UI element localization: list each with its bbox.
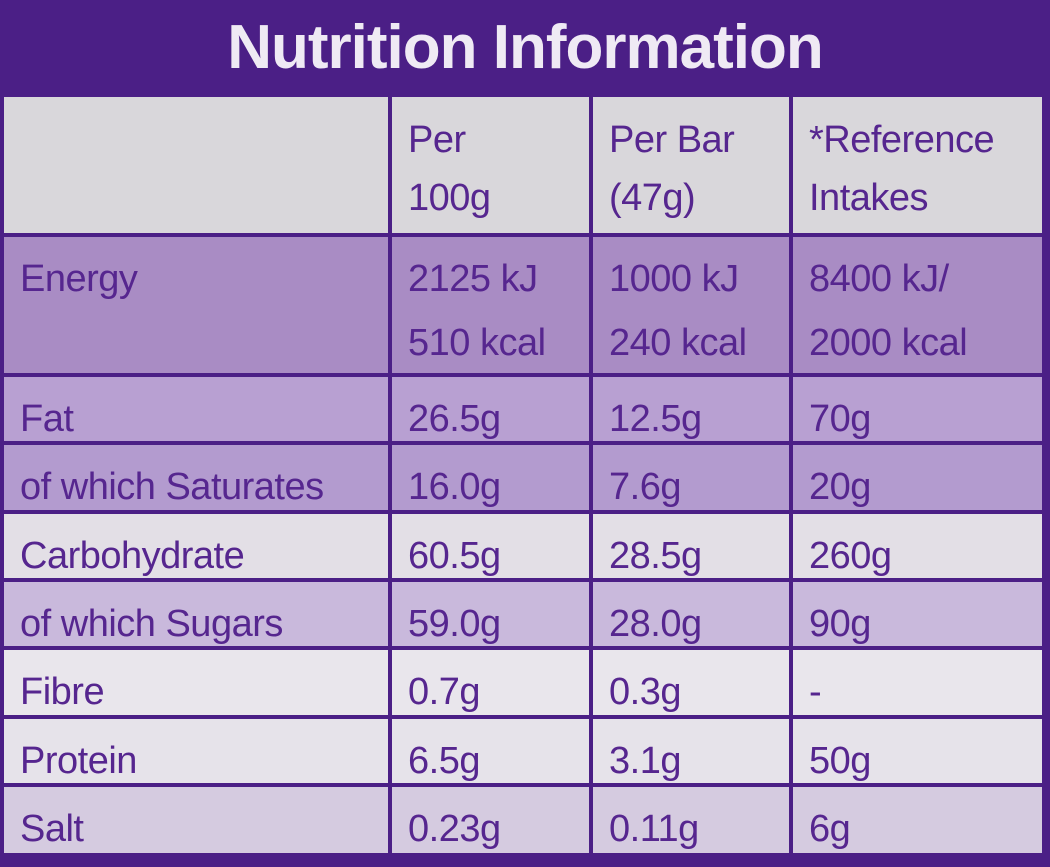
- value-cell: 28.0g: [593, 582, 789, 646]
- value-cell: 50g: [793, 719, 1042, 783]
- cell-text: 260g: [809, 535, 892, 577]
- cell-text: of which Sugars: [20, 603, 283, 645]
- cell-text: Per: [408, 119, 466, 161]
- value-cell: 3.1g: [593, 719, 789, 783]
- value-cell: 59.0g: [392, 582, 589, 646]
- cell-text: 60.5g: [408, 535, 501, 577]
- value-cell: 70g: [793, 377, 1042, 441]
- header-cell: Per 100g: [392, 97, 589, 233]
- value-cell: 0.23g: [392, 787, 589, 853]
- value-cell: 16.0g: [392, 445, 589, 510]
- header-cell: [4, 97, 388, 233]
- value-cell: -: [793, 650, 1042, 715]
- cell-text: Fat: [20, 398, 74, 440]
- cell-text: 8400 kJ/: [809, 258, 949, 300]
- cell-text: Energy: [20, 258, 138, 300]
- cell-text: 59.0g: [408, 603, 501, 645]
- cell-text: 0.3g: [609, 671, 681, 713]
- cell-text: 240 kcal: [609, 322, 747, 364]
- cell-text: *Reference: [809, 119, 995, 161]
- cell-text: -: [809, 671, 822, 713]
- row-label: Salt: [4, 787, 388, 853]
- cell-text: Fibre: [20, 671, 105, 713]
- value-cell: 2125 kJ 510 kcal: [392, 237, 589, 373]
- row-label: Fibre: [4, 650, 388, 715]
- row-label: of which Saturates: [4, 445, 388, 510]
- value-cell: 8400 kJ/2000 kcal: [793, 237, 1042, 373]
- cell-text: 100g: [408, 177, 491, 219]
- cell-text: 20g: [809, 466, 871, 508]
- value-cell: 26.5g: [392, 377, 589, 441]
- cell-text: 2000 kcal: [809, 322, 968, 364]
- cell-text: 28.5g: [609, 535, 702, 577]
- cell-text: (47g): [609, 177, 696, 219]
- value-cell: 1000 kJ 240 kcal: [593, 237, 789, 373]
- cell-text: 7.6g: [609, 466, 681, 508]
- row-label: Energy: [4, 237, 388, 373]
- title: Nutrition Information: [227, 13, 823, 82]
- value-cell: 0.7g: [392, 650, 589, 715]
- cell-text: 50g: [809, 740, 871, 782]
- cell-text: 16.0g: [408, 466, 501, 508]
- row-label: Carbohydrate: [4, 514, 388, 578]
- value-cell: 90g: [793, 582, 1042, 646]
- value-cell: 6g: [793, 787, 1042, 853]
- header-cell: Per Bar (47g): [593, 97, 789, 233]
- value-cell: 28.5g: [593, 514, 789, 578]
- cell-text: 12.5g: [609, 398, 702, 440]
- value-cell: 0.11g: [593, 787, 789, 853]
- cell-text: 510 kcal: [408, 322, 546, 364]
- cell-text: Carbohydrate: [20, 535, 245, 577]
- cell-text: Salt: [20, 808, 84, 850]
- cell-text: Per Bar: [609, 119, 735, 161]
- value-cell: 0.3g: [593, 650, 789, 715]
- cell-text: 28.0g: [609, 603, 702, 645]
- cell-text: 26.5g: [408, 398, 501, 440]
- cell-text: Intakes: [809, 177, 929, 219]
- cell-text: 6.5g: [408, 740, 480, 782]
- value-cell: 6.5g: [392, 719, 589, 783]
- value-cell: 60.5g: [392, 514, 589, 578]
- cell-text: 0.7g: [408, 671, 480, 713]
- cell-text: 0.11g: [609, 808, 699, 850]
- row-label: Protein: [4, 719, 388, 783]
- row-label: Fat: [4, 377, 388, 441]
- cell-text: 6g: [809, 808, 851, 850]
- cell-text: of which Saturates: [20, 466, 324, 508]
- cell-text: Protein: [20, 740, 137, 782]
- cell-text: 90g: [809, 603, 871, 645]
- cell-text: 2125 kJ: [408, 258, 538, 300]
- header-cell: *Reference Intakes: [793, 97, 1042, 233]
- cell-text: 3.1g: [609, 740, 681, 782]
- value-cell: 12.5g: [593, 377, 789, 441]
- cell-text: 0.23g: [408, 808, 501, 850]
- value-cell: 7.6g: [593, 445, 789, 510]
- cell-text: 1000 kJ: [609, 258, 739, 300]
- value-cell: 260g: [793, 514, 1042, 578]
- cell-text: 70g: [809, 398, 871, 440]
- value-cell: 20g: [793, 445, 1042, 510]
- row-label: of which Sugars: [4, 582, 388, 646]
